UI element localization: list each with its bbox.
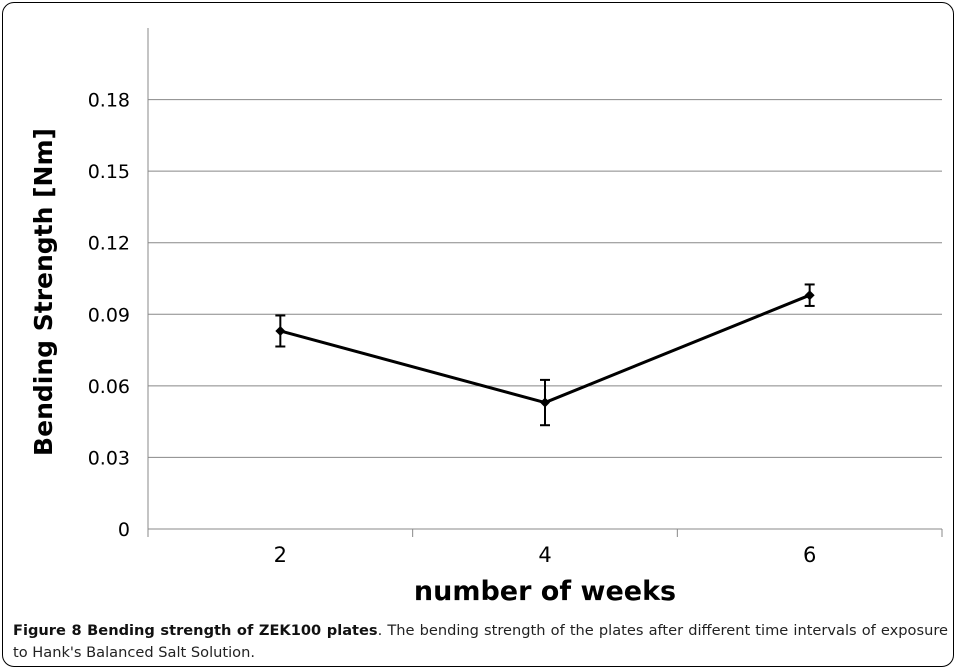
y-tick-label: 0.09 [88, 304, 130, 326]
caption-text: . The bending strength of the plates aft… [13, 622, 948, 661]
data-point [540, 397, 550, 408]
x-tick-label: 2 [274, 543, 287, 567]
y-tick-labels: 0 0.03 0.06 0.09 0.12 0.15 0.18 [88, 90, 130, 541]
data-point [275, 325, 286, 336]
y-tick-label: 0.15 [88, 161, 130, 183]
caption-label: Figure 8 Bending strength of ZEK100 plat… [13, 622, 378, 639]
gridlines [148, 99, 942, 458]
figure-caption: Figure 8 Bending strength of ZEK100 plat… [13, 620, 948, 664]
y-tick-label: 0 [118, 519, 130, 541]
y-tick-label: 0.18 [88, 90, 130, 112]
y-axis-label: Bending Strength [Nm] [29, 128, 58, 456]
data-point [804, 290, 815, 301]
x-tick-label: 6 [803, 543, 816, 567]
x-tick-labels: 2 4 6 [274, 543, 817, 567]
x-axis-label: number of weeks [414, 576, 676, 607]
y-tick-label: 0.03 [88, 447, 130, 469]
series-group [275, 283, 815, 427]
axes [147, 28, 943, 537]
x-tick-label: 4 [538, 543, 551, 567]
y-tick-label: 0.12 [88, 233, 130, 255]
y-tick-label: 0.06 [88, 376, 130, 398]
